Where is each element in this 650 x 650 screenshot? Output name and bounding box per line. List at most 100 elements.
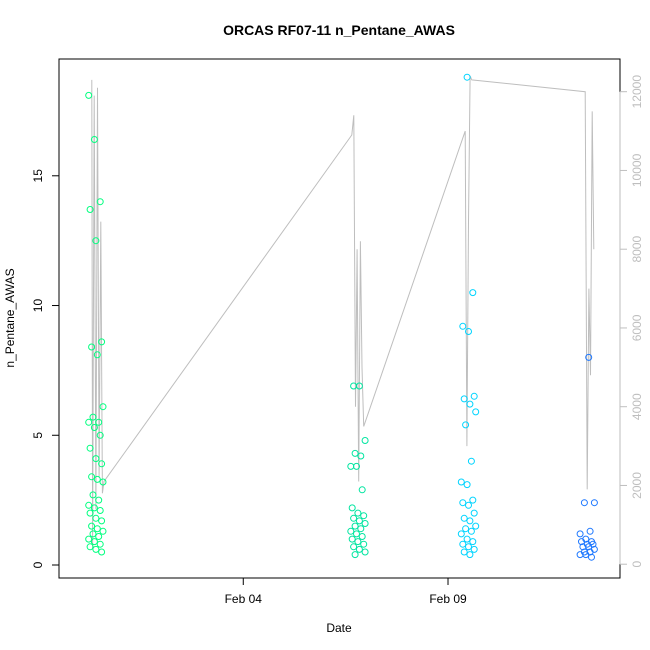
data-point	[585, 543, 593, 551]
y-tick-label: 5	[31, 432, 45, 439]
data-point	[462, 525, 470, 533]
data-point	[351, 522, 359, 530]
data-point	[93, 525, 101, 533]
data-point	[354, 538, 362, 546]
data-point	[467, 457, 475, 465]
data-point	[457, 478, 465, 486]
data-point	[348, 504, 356, 512]
y2-tick-label: 10000	[630, 153, 644, 187]
y-tick-label: 10	[31, 299, 45, 313]
data-point	[98, 338, 106, 346]
data-point	[93, 475, 101, 483]
data-point	[588, 553, 595, 561]
data-point	[459, 499, 467, 507]
data-point	[469, 496, 477, 504]
data-point	[463, 73, 471, 81]
data-point	[90, 538, 98, 546]
data-point	[85, 501, 93, 509]
y2-tick-label: 2000	[630, 472, 644, 499]
data-point	[89, 530, 97, 538]
background-series-layer	[91, 75, 595, 549]
data-point	[357, 452, 365, 460]
data-point	[85, 535, 93, 543]
y2-tick-label: 0	[630, 561, 644, 568]
data-point	[95, 418, 103, 426]
data-point	[467, 527, 475, 535]
data-point	[88, 522, 96, 530]
data-point	[96, 540, 104, 548]
data-point	[354, 509, 362, 517]
data-point	[86, 444, 94, 452]
data-point	[465, 501, 472, 509]
data-points-layer	[85, 73, 598, 561]
data-point	[90, 504, 98, 512]
data-point	[355, 545, 363, 553]
data-point	[358, 533, 366, 540]
data-point	[358, 486, 366, 494]
y2-tick-label: 6000	[630, 314, 644, 341]
data-point	[576, 530, 584, 538]
data-point	[590, 499, 598, 507]
data-point	[465, 543, 472, 551]
data-point	[92, 545, 100, 553]
data-point	[470, 392, 478, 400]
data-point	[98, 548, 106, 556]
data-point	[86, 509, 94, 517]
y2-tick-label: 8000	[630, 236, 644, 263]
data-point	[85, 91, 93, 99]
data-point	[361, 548, 369, 556]
data-point	[93, 351, 101, 359]
data-point	[466, 400, 474, 408]
data-point	[457, 530, 465, 538]
y-tick-label: 0	[31, 561, 45, 568]
y-axis-label: n_Pentane_AWAS	[3, 268, 17, 367]
data-point	[90, 136, 98, 143]
plot-frame	[58, 58, 621, 579]
data-point	[98, 517, 106, 525]
y-axis: 0 5 10 15	[31, 169, 60, 568]
data-point	[95, 533, 103, 540]
data-point	[96, 431, 104, 439]
data-point	[353, 462, 360, 470]
data-point	[99, 478, 107, 486]
data-point	[99, 403, 107, 411]
data-point	[361, 520, 369, 527]
data-point	[347, 527, 355, 535]
data-point	[95, 496, 103, 504]
y-tick-label: 15	[31, 169, 45, 183]
data-point	[465, 328, 472, 335]
data-point	[472, 522, 480, 530]
y2-tick-label: 12000	[630, 75, 644, 109]
data-point	[578, 538, 585, 546]
data-point	[351, 551, 359, 559]
data-point	[92, 237, 100, 245]
data-point	[469, 538, 477, 546]
data-point	[353, 530, 360, 538]
data-point	[470, 545, 478, 553]
data-point	[361, 437, 369, 444]
data-point	[460, 395, 468, 403]
x-tick-label: Feb 09	[429, 592, 467, 606]
data-point	[357, 525, 365, 533]
data-point	[96, 507, 104, 514]
y2-axis: 0 2000 4000 6000 8000 10000 12000	[619, 75, 644, 568]
data-point	[86, 206, 94, 213]
data-point	[350, 543, 358, 551]
x-tick-label: Feb 04	[225, 592, 263, 606]
data-point	[88, 473, 96, 481]
data-point	[355, 382, 363, 390]
data-point	[86, 543, 94, 551]
data-point	[355, 517, 363, 525]
data-point	[350, 514, 358, 522]
data-point	[460, 548, 468, 556]
data-point	[92, 455, 100, 463]
data-point	[96, 198, 104, 206]
data-point	[466, 517, 474, 525]
data-point	[88, 343, 96, 351]
data-point	[99, 527, 107, 535]
data-point	[459, 322, 467, 330]
data-point	[470, 509, 478, 517]
data-point	[351, 449, 359, 457]
data-point	[89, 491, 97, 499]
